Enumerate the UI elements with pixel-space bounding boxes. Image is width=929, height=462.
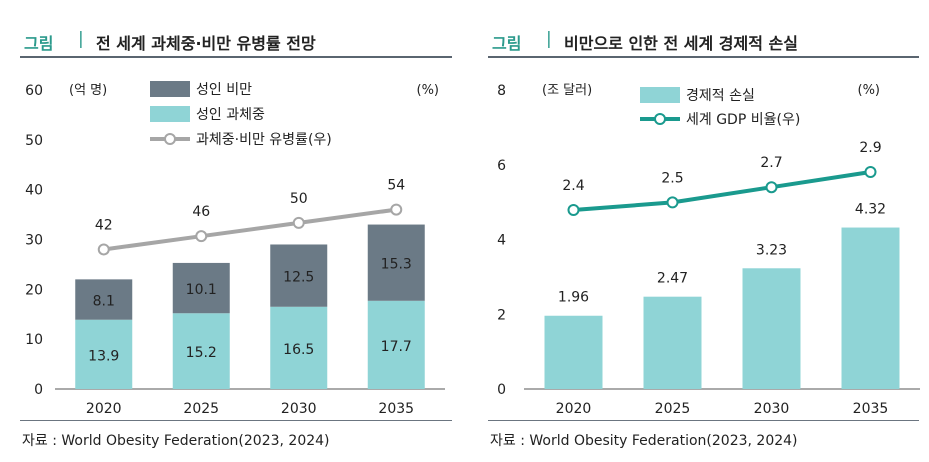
prevalence-marker xyxy=(97,243,110,256)
prevalence-marker xyxy=(195,230,208,243)
left-chart-title: 전 세계 과체중·비만 유병률 전망 xyxy=(96,34,316,53)
x-tick-label: 2030 xyxy=(281,401,317,417)
bar-economic-loss-2025 xyxy=(643,296,702,389)
legend-label-overweight: 성인 과체중 xyxy=(196,107,265,123)
bar-overweight-2025 xyxy=(172,313,230,389)
y-tick-label: 0 xyxy=(34,382,43,398)
y-unit-label: (조 달러) xyxy=(542,83,592,98)
economic-loss-value-label: 3.23 xyxy=(756,242,787,258)
gdp-ratio-value-label: 2.9 xyxy=(859,140,881,156)
y-tick-label: 6 xyxy=(497,158,506,174)
bar-obesity-2030 xyxy=(270,244,328,307)
x-tick-label: 2020 xyxy=(556,401,592,417)
obesity-value-label: 15.3 xyxy=(381,257,412,273)
prevalence-value-label: 46 xyxy=(192,204,210,220)
x-tick-label: 2025 xyxy=(655,401,691,417)
legend-swatch-overweight xyxy=(150,106,190,122)
prevalence-value-label: 50 xyxy=(290,191,308,207)
legend-label-economic-loss: 경제적 손실 xyxy=(686,88,755,104)
prevalence-marker xyxy=(390,203,403,216)
gdp-ratio-marker xyxy=(765,181,778,194)
x-tick-label: 2020 xyxy=(86,401,122,417)
x-tick-label: 2025 xyxy=(183,401,219,417)
prevalence-value-label: 54 xyxy=(387,178,405,194)
left-title-separator: | xyxy=(78,29,84,49)
economic-loss-value-label: 4.32 xyxy=(855,202,886,218)
x-tick-label: 2035 xyxy=(378,401,414,417)
bar-economic-loss-2035 xyxy=(841,227,900,389)
y-tick-label: 50 xyxy=(25,133,43,149)
economic-loss-value-label: 2.47 xyxy=(657,271,688,287)
y-tick-label: 60 xyxy=(25,83,43,99)
prevalence-marker xyxy=(292,216,305,229)
y-unit-label: (억 명) xyxy=(69,83,107,98)
bar-overweight-2035 xyxy=(367,300,425,389)
y-tick-label: 40 xyxy=(25,183,43,199)
legend-swatch-economic-loss xyxy=(640,87,680,103)
right-title-bar: 그림 | 비만으로 인한 전 세계 경제적 손실 xyxy=(488,26,919,58)
right-source-divider xyxy=(488,420,919,421)
bar-obesity-2025 xyxy=(172,262,230,314)
gdp-ratio-marker xyxy=(666,196,679,209)
prevalence-line xyxy=(103,207,397,252)
left-figure-tag: 그림 xyxy=(24,34,54,53)
right-chart-svg: 0 2 4 6 8 (조 달러) (%) 1.96 2020 2.47 2025 3.23 2030 4.… xyxy=(497,83,920,417)
left-source-divider xyxy=(20,420,452,421)
y-tick-label: 2 xyxy=(497,307,506,323)
x-tick-label: 2030 xyxy=(754,401,790,417)
obesity-value-label: 8.1 xyxy=(93,294,115,310)
right-figure-tag: 그림 xyxy=(492,34,522,53)
bar-economic-loss-2030 xyxy=(742,268,801,389)
y-tick-label: 8 xyxy=(497,83,506,99)
left-chart-panel: 그림 | 전 세계 과체중·비만 유병률 전망 0 10 20 30 40 50 60 (억 … xyxy=(0,0,462,462)
legend-swatch-obesity xyxy=(150,81,190,97)
bar-overweight-2020 xyxy=(75,319,133,389)
right-title-separator: | xyxy=(546,29,552,49)
left-source-text: 자료 : World Obesity Federation(2023, 2024… xyxy=(22,433,330,449)
legend-marker-gdp-ratio xyxy=(654,113,666,125)
legend-marker-prevalence xyxy=(164,133,176,145)
overweight-value-label: 16.5 xyxy=(283,342,314,358)
legend-label-prevalence: 과체중·비만 유병률(우) xyxy=(196,132,332,148)
gdp-ratio-line xyxy=(573,170,871,212)
y2-unit-label: (%) xyxy=(417,83,440,98)
y-tick-label: 4 xyxy=(497,233,506,249)
gdp-ratio-value-label: 2.7 xyxy=(760,155,782,171)
legend-label-obesity: 성인 비만 xyxy=(196,82,252,98)
overweight-value-label: 17.7 xyxy=(381,339,412,355)
bar-overweight-2030 xyxy=(270,306,328,389)
bar-obesity-2020 xyxy=(75,279,133,320)
gdp-ratio-value-label: 2.4 xyxy=(562,178,584,194)
right-chart-panel: 그림 | 비만으로 인한 전 세계 경제적 손실 0 2 4 6 8 (조 달러) (%) 1… xyxy=(468,0,929,462)
left-title-bar: 그림 | 전 세계 과체중·비만 유병률 전망 xyxy=(20,26,452,58)
economic-loss-value-label: 1.96 xyxy=(558,290,589,306)
y-tick-label: 10 xyxy=(25,332,43,348)
legend-label-gdp-ratio: 세계 GDP 비율(우) xyxy=(686,112,800,128)
gdp-ratio-marker xyxy=(567,204,580,216)
obesity-value-label: 12.5 xyxy=(283,270,314,286)
gdp-ratio-value-label: 2.5 xyxy=(661,170,683,186)
y-tick-label: 30 xyxy=(25,233,43,249)
right-source-text: 자료 : World Obesity Federation(2023, 2024… xyxy=(490,433,798,449)
bar-economic-loss-2020 xyxy=(544,315,603,389)
prevalence-value-label: 42 xyxy=(95,217,113,233)
y-tick-label: 20 xyxy=(25,282,43,298)
x-tick-label: 2035 xyxy=(853,401,889,417)
gdp-ratio-marker xyxy=(864,166,877,178)
bar-obesity-2035 xyxy=(367,224,425,301)
overweight-value-label: 15.2 xyxy=(186,345,217,361)
obesity-value-label: 10.1 xyxy=(186,282,217,298)
y2-unit-label: (%) xyxy=(858,83,881,98)
overweight-value-label: 13.9 xyxy=(88,348,119,364)
y-tick-label: 0 xyxy=(497,382,506,398)
right-chart-title: 비만으로 인한 전 세계 경제적 손실 xyxy=(564,34,798,53)
